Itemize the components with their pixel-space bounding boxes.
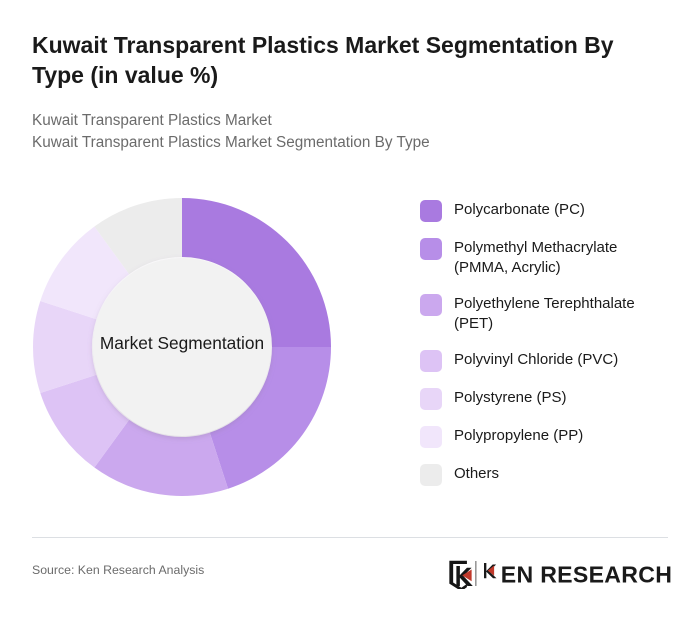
svg-text:EN RESEARCH: EN RESEARCH [501, 561, 672, 587]
